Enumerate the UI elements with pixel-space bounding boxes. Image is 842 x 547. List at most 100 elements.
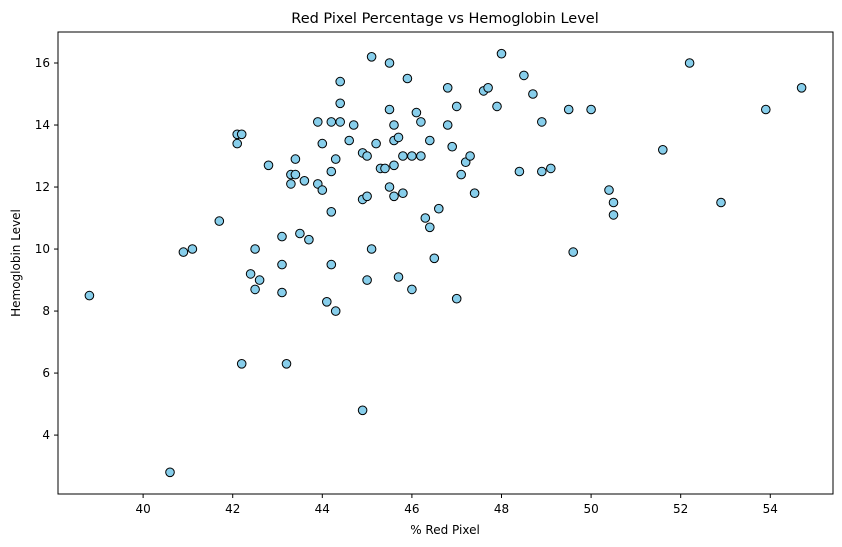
x-tick-label-1: 42 bbox=[225, 502, 240, 516]
data-point-96 bbox=[586, 104, 596, 115]
data-point-26 bbox=[313, 117, 323, 127]
data-point-97 bbox=[604, 185, 614, 195]
data-point-40 bbox=[344, 135, 355, 146]
data-point-15 bbox=[277, 231, 287, 242]
y-tick-label-5: 14 bbox=[35, 118, 50, 132]
x-tick-label-2: 44 bbox=[315, 502, 330, 516]
data-point-55 bbox=[384, 58, 395, 68]
data-point-41 bbox=[348, 120, 359, 130]
data-point-103 bbox=[761, 104, 771, 115]
data-point-78 bbox=[451, 293, 462, 304]
data-point-83 bbox=[469, 188, 480, 198]
y-axis-ticks: 4 6 8 10 12 14 16 bbox=[35, 56, 58, 442]
data-point-50 bbox=[371, 138, 381, 149]
data-point-37 bbox=[335, 117, 346, 127]
y-tick-label-0: 4 bbox=[42, 428, 50, 442]
data-point-28 bbox=[317, 138, 328, 149]
chart-title: Red Pixel Percentage vs Hemoglobin Level bbox=[291, 11, 598, 27]
data-point-104 bbox=[796, 83, 807, 93]
plot-area-frame bbox=[57, 31, 834, 495]
data-point-21 bbox=[290, 154, 301, 164]
data-point-48 bbox=[366, 244, 377, 254]
data-point-59 bbox=[389, 160, 399, 171]
data-point-75 bbox=[442, 83, 453, 93]
x-tick-label-5: 50 bbox=[583, 502, 598, 516]
data-point-1 bbox=[84, 290, 95, 301]
data-point-82 bbox=[465, 151, 475, 161]
data-point-13 bbox=[254, 275, 265, 285]
data-point-32 bbox=[326, 207, 337, 217]
x-tick-label-3: 46 bbox=[404, 502, 419, 516]
x-tick-label-0: 40 bbox=[135, 502, 150, 516]
data-point-9 bbox=[236, 359, 247, 369]
data-point-90 bbox=[528, 89, 538, 99]
data-point-17 bbox=[277, 287, 287, 298]
data-point-89 bbox=[519, 70, 529, 81]
data-point-53 bbox=[384, 182, 395, 192]
y-tick-label-2: 8 bbox=[42, 304, 50, 318]
data-point-3 bbox=[178, 247, 189, 257]
data-point-101 bbox=[684, 58, 695, 68]
data-point-46 bbox=[362, 151, 372, 161]
data-point-24 bbox=[299, 176, 310, 186]
data-point-93 bbox=[546, 163, 556, 174]
y-axis-label: Hemoglobin Level bbox=[9, 209, 23, 317]
data-point-14 bbox=[263, 160, 274, 171]
data-point-61 bbox=[393, 272, 404, 282]
data-point-60 bbox=[393, 132, 404, 143]
data-point-67 bbox=[411, 107, 422, 118]
data-point-30 bbox=[322, 297, 332, 307]
data-point-11 bbox=[250, 284, 260, 295]
data-point-71 bbox=[425, 222, 435, 233]
data-point-23 bbox=[295, 228, 305, 239]
data-point-68 bbox=[416, 117, 426, 127]
data-point-33 bbox=[326, 166, 337, 177]
x-axis-ticks: 40 42 44 46 48 50 52 54 bbox=[135, 494, 778, 516]
data-point-29 bbox=[317, 185, 328, 195]
data-point-56 bbox=[389, 120, 399, 130]
x-tick-label-6: 52 bbox=[673, 502, 688, 516]
data-point-31 bbox=[326, 259, 337, 270]
data-point-4 bbox=[187, 244, 198, 254]
x-tick-label-7: 54 bbox=[763, 502, 778, 516]
data-point-95 bbox=[568, 247, 579, 257]
data-point-88 bbox=[514, 166, 525, 177]
data-point-85 bbox=[483, 83, 493, 93]
data-point-80 bbox=[456, 169, 467, 180]
data-point-38 bbox=[335, 76, 346, 87]
data-point-94 bbox=[563, 104, 574, 115]
data-point-58 bbox=[389, 191, 399, 202]
data-points bbox=[84, 48, 807, 478]
data-point-66 bbox=[407, 284, 417, 295]
data-point-87 bbox=[496, 48, 507, 59]
data-point-52 bbox=[380, 163, 390, 174]
data-point-76 bbox=[442, 120, 453, 130]
y-tick-label-3: 10 bbox=[35, 242, 50, 256]
x-tick-label-4: 48 bbox=[494, 502, 509, 516]
data-point-77 bbox=[447, 141, 458, 152]
data-point-44 bbox=[357, 405, 368, 416]
data-point-49 bbox=[366, 52, 377, 62]
data-point-25 bbox=[304, 234, 314, 245]
data-point-73 bbox=[429, 253, 440, 264]
data-point-91 bbox=[537, 117, 547, 127]
data-point-79 bbox=[451, 101, 462, 112]
data-point-34 bbox=[326, 117, 337, 127]
data-point-18 bbox=[281, 359, 292, 369]
data-point-86 bbox=[492, 101, 502, 112]
data-point-10 bbox=[245, 269, 256, 279]
data-point-65 bbox=[407, 151, 417, 161]
data-point-35 bbox=[330, 154, 341, 164]
x-axis-label: % Red Pixel bbox=[410, 523, 480, 537]
data-point-64 bbox=[402, 73, 413, 84]
y-tick-label-4: 12 bbox=[35, 180, 50, 194]
y-tick-label-1: 6 bbox=[42, 366, 50, 380]
data-point-72 bbox=[425, 135, 435, 146]
data-point-7 bbox=[232, 138, 242, 149]
data-point-8 bbox=[236, 129, 247, 140]
y-tick-label-6: 16 bbox=[35, 56, 50, 70]
data-point-99 bbox=[608, 210, 619, 220]
data-point-22 bbox=[290, 169, 301, 180]
data-point-102 bbox=[716, 197, 726, 208]
data-point-70 bbox=[420, 213, 431, 223]
